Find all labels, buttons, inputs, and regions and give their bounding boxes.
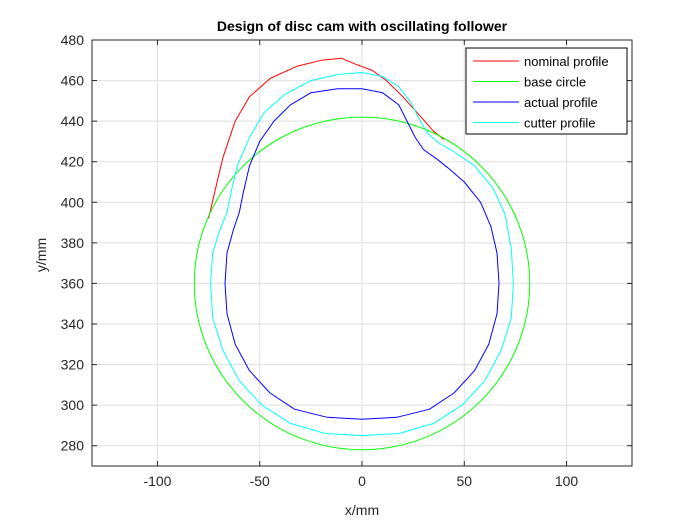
- y-tick-label: 440: [61, 113, 85, 129]
- legend-label: nominal profile: [524, 54, 609, 69]
- x-tick-label: 0: [358, 473, 366, 489]
- series-actual-profile: [224, 88, 500, 420]
- y-tick-label: 320: [61, 357, 85, 373]
- legend-box: [465, 47, 628, 135]
- series-layer: [193, 57, 531, 451]
- y-tick-label: 340: [61, 316, 85, 332]
- axes-layer: -100 -50 0 50 100 280 300 320 340 360 380 400 420 440…: [61, 32, 633, 489]
- y-axis-label: y/mm: [33, 238, 49, 272]
- x-tick-label: -50: [250, 473, 270, 489]
- series-base-circle: [193, 116, 531, 451]
- x-axis-label: x/mm: [345, 502, 379, 518]
- series-cutter-profile: [210, 72, 514, 437]
- y-tick-label: 280: [61, 438, 85, 454]
- legend: nominal profile base circle actual profile…: [465, 47, 628, 135]
- chart-title: Design of disc cam with oscillating foll…: [217, 18, 508, 34]
- series-nominal-profile: [208, 57, 445, 219]
- y-tick-label: 360: [61, 275, 85, 291]
- x-tick-label: -100: [143, 473, 171, 489]
- y-tick-label: 400: [61, 194, 85, 210]
- y-tick-label: 480: [61, 32, 85, 48]
- x-tick-label: 50: [456, 473, 472, 489]
- x-tick-label: 100: [555, 473, 579, 489]
- grid-layer: [92, 39, 632, 466]
- legend-label: cutter profile: [524, 116, 596, 131]
- y-tick-label: 300: [61, 397, 85, 413]
- legend-label: actual profile: [524, 95, 598, 110]
- y-tick-label: 420: [61, 154, 85, 170]
- legend-label: base circle: [524, 75, 586, 90]
- y-tick-label: 380: [61, 235, 85, 251]
- y-tick-label: 460: [61, 73, 85, 89]
